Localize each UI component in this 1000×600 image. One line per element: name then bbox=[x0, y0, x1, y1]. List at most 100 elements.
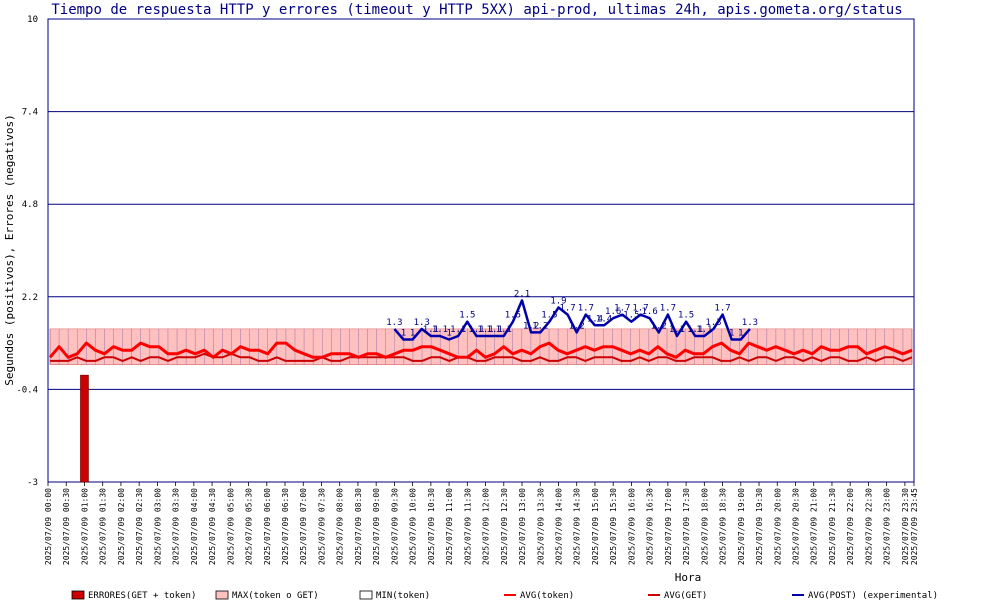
x-tick-label: 2025/07/09 08:00 bbox=[336, 488, 345, 565]
avg-post-line bbox=[393, 299, 751, 341]
x-tick-label: 2025/07/09 23:00 bbox=[883, 488, 892, 565]
x-tick-label: 2025/07/09 19:00 bbox=[737, 488, 746, 565]
avg-post-data-label: 1.1 bbox=[477, 325, 493, 335]
x-tick-label: 2025/07/09 16:00 bbox=[627, 488, 636, 565]
avg-post-data-label: 1.2 bbox=[532, 321, 548, 331]
avg-post-data-label: 1.1 bbox=[687, 325, 703, 335]
x-tick-label: 2025/07/09 12:30 bbox=[500, 488, 509, 565]
avg-post-data-label: 1.7 bbox=[632, 304, 648, 314]
error-bar bbox=[80, 374, 89, 483]
x-tick-label: 2025/07/09 05:00 bbox=[226, 488, 235, 565]
x-tick-label: 2025/07/09 09:00 bbox=[372, 488, 381, 565]
y-tick-label: 4.8 bbox=[22, 200, 38, 210]
x-tick-label: 2025/07/09 21:00 bbox=[810, 488, 819, 565]
x-tick-label: 2025/07/09 02:00 bbox=[117, 488, 126, 565]
y-tick-label: 10 bbox=[27, 15, 38, 25]
avg-post-data-label: 1 bbox=[410, 329, 415, 339]
avg-post-data-label: 1.3 bbox=[386, 318, 402, 328]
x-tick-label: 2025/07/09 14:30 bbox=[573, 488, 582, 565]
x-tick-label: 2025/07/09 05:30 bbox=[245, 488, 254, 565]
avg-post-data-label: 1.5 bbox=[541, 311, 557, 321]
x-tick-label: 2025/07/09 22:30 bbox=[864, 488, 873, 565]
avg-post-data-label: 1.4 bbox=[587, 314, 603, 324]
x-tick-label: 2025/07/09 10:00 bbox=[409, 488, 418, 565]
x-tick-label: 2025/07/09 00:30 bbox=[62, 488, 71, 565]
avg-post-data-label: 1 bbox=[729, 329, 734, 339]
x-tick-label: 2025/07/09 20:00 bbox=[773, 488, 782, 565]
avg-post-data-label: 1.1 bbox=[496, 325, 512, 335]
avg-get-line bbox=[50, 352, 913, 362]
avg-post-data-label: 1 bbox=[401, 329, 406, 339]
avg-post-data-label: 1.7 bbox=[614, 304, 630, 314]
avg-post-data-label: 1.3 bbox=[705, 318, 721, 328]
x-tick-label: 2025/07/09 04:00 bbox=[190, 488, 199, 565]
avg-post-data-label: 1.2 bbox=[523, 321, 539, 331]
avg-post-data-label: 1 bbox=[738, 329, 743, 339]
legend-label: AVG(POST) (experimental) bbox=[808, 591, 938, 600]
x-tick-label: 2025/07/09 18:30 bbox=[719, 488, 728, 565]
x-tick-label: 2025/07/09 13:30 bbox=[536, 488, 545, 565]
y-tick-label: 7.4 bbox=[22, 108, 38, 118]
x-tick-label: 2025/07/09 15:30 bbox=[609, 488, 618, 565]
avg-post-data-label: 1.7 bbox=[660, 304, 676, 314]
x-tick-label: 2025/07/09 23:30 bbox=[901, 488, 910, 565]
avg-post-data-label: 1.2 bbox=[651, 321, 667, 331]
avg-post-data-label: 1.1 bbox=[468, 325, 484, 335]
avg-post-data-label: 1.5 bbox=[505, 311, 521, 321]
y-tick-label: -3 bbox=[27, 478, 38, 488]
avg-post-data-label: 1.1 bbox=[450, 325, 466, 335]
x-tick-label: 2025/07/09 04:30 bbox=[208, 488, 217, 565]
x-tick-label: 2025/07/09 01:00 bbox=[81, 488, 90, 565]
x-tick-label: 2025/07/09 09:30 bbox=[390, 488, 399, 565]
avg-post-data-label: 1.7 bbox=[714, 304, 730, 314]
legend: ERRORES(GET + token) MAX(token o GET) MIN(… bbox=[71, 590, 938, 600]
y-tick-label: -0.4 bbox=[16, 385, 38, 395]
avg-post-data-label: 1 bbox=[446, 329, 451, 339]
x-tick-label: 2025/07/09 11:30 bbox=[463, 488, 472, 565]
legend-swatch bbox=[71, 590, 85, 600]
x-tick-label: 2025/07/09 07:00 bbox=[299, 488, 308, 565]
avg-post-data-label: 1.1 bbox=[487, 325, 503, 335]
chart-title: Tiempo de respuesta HTTP y errores (time… bbox=[51, 2, 902, 18]
legend-label: ERRORES(GET + token) bbox=[88, 591, 196, 600]
avg-post-data-label: 1.3 bbox=[742, 318, 758, 328]
x-tick-label: 2025/07/09 08:30 bbox=[354, 488, 363, 565]
legend-swatch bbox=[215, 590, 229, 600]
avg-post-data-label: 1.1 bbox=[423, 325, 439, 335]
legend-label: AVG(GET) bbox=[664, 591, 707, 600]
avg-post-data-label: 1.1 bbox=[696, 325, 712, 335]
x-tick-label: 2025/07/09 15:00 bbox=[591, 488, 600, 565]
avg-post-data-label: 1.2 bbox=[569, 321, 585, 331]
avg-post-data-label: 1.5 bbox=[459, 311, 475, 321]
avg-post-data-label: 1.9 bbox=[550, 296, 566, 306]
legend-label: AVG(token) bbox=[520, 591, 574, 600]
x-tick-label: 2025/07/09 03:00 bbox=[153, 488, 162, 565]
legend-swatch bbox=[359, 590, 373, 600]
x-tick-label: 2025/07/09 11:00 bbox=[445, 488, 454, 565]
x-tick-label: 2025/07/09 14:00 bbox=[555, 488, 564, 565]
avg-token-line bbox=[48, 341, 913, 359]
x-tick-label: 2025/07/09 17:00 bbox=[664, 488, 673, 565]
x-tick-label: 2025/07/09 03:30 bbox=[172, 488, 181, 565]
avg-post-data-label: 1.6 bbox=[642, 307, 658, 317]
avg-post-data-label: 1.1 bbox=[669, 325, 685, 335]
x-tick-label: 2025/07/09 17:30 bbox=[682, 488, 691, 565]
y-tick-label: 2.2 bbox=[22, 293, 38, 303]
avg-post-data-label: 1.4 bbox=[596, 314, 612, 324]
x-tick-label: 2025/07/09 16:30 bbox=[646, 488, 655, 565]
avg-post-data-label: 1.7 bbox=[559, 304, 575, 314]
x-tick-label: 2025/07/09 18:00 bbox=[700, 488, 709, 565]
x-tick-label: 2025/07/09 06:30 bbox=[281, 488, 290, 565]
x-tick-label: 2025/07/09 07:30 bbox=[318, 488, 327, 565]
x-tick-label: 2025/07/09 22:00 bbox=[846, 488, 855, 565]
x-axis-label: Hora bbox=[675, 571, 702, 584]
x-tick-label: 2025/07/09 19:30 bbox=[755, 488, 764, 565]
plot-frame bbox=[47, 18, 915, 483]
x-tick-label: 2025/07/09 06:00 bbox=[263, 488, 272, 565]
avg-post-data-label: 1.3 bbox=[414, 318, 430, 328]
legend-label: MAX(token o GET) bbox=[232, 591, 319, 600]
x-tick-label: 2025/07/09 12:00 bbox=[482, 488, 491, 565]
avg-post-data-label: 1.5 bbox=[623, 311, 639, 321]
x-tick-label: 2025/07/09 01:30 bbox=[99, 488, 108, 565]
